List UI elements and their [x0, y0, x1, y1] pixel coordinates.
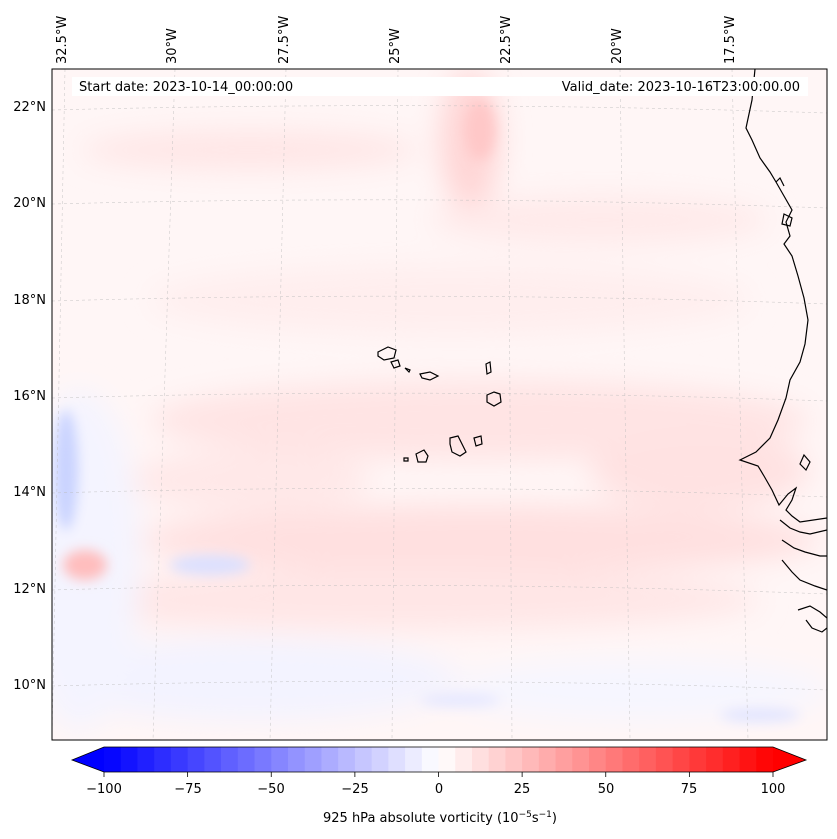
lon-label: 22.5°W [499, 16, 514, 64]
colorbar-swatch [354, 747, 373, 772]
colorbar-swatch [154, 747, 172, 772]
colorbar-tick-labels: −100 −75 −50 −25 0 25 50 75 100 [86, 782, 785, 797]
colorbar-swatch [321, 747, 339, 772]
colorbar-swatch [622, 747, 640, 772]
colorbar-tick-label: −50 [257, 782, 284, 797]
colorbar-swatch [271, 747, 289, 772]
lat-label: 16°N [13, 389, 46, 404]
colorbar-tick-label: 100 [761, 782, 786, 797]
lon-label: 25°W [388, 28, 403, 64]
coastline [738, 69, 827, 633]
lat-label: 18°N [13, 293, 46, 308]
colorbar-swatch [304, 747, 322, 772]
colorbar-swatch [204, 747, 222, 772]
colorbar-swatch [655, 747, 674, 772]
colorbar-swatch [689, 747, 707, 772]
colorbar-swatch [170, 747, 189, 772]
colorbar-tick-label: 75 [681, 782, 698, 797]
islands [377, 346, 502, 463]
map-frame [51, 68, 828, 741]
colorbar-swatch [388, 747, 406, 772]
lon-label: 27.5°W [277, 16, 292, 64]
colorbar-swatch [287, 747, 306, 772]
colorbar-swatch [538, 747, 556, 772]
lon-label: 30°W [165, 28, 180, 64]
lat-label: 10°N [13, 678, 46, 693]
colorbar-swatch [706, 747, 724, 772]
colorbar-tick-label: −25 [341, 782, 368, 797]
colorbar-swatch [605, 747, 623, 772]
colorbar: −100 −75 −50 −25 0 25 50 75 100 925 hPa … [70, 746, 808, 826]
lat-label: 14°N [13, 485, 46, 500]
colorbar-swatch [488, 747, 506, 772]
colorbar-swatch [104, 747, 122, 772]
colorbar-swatches [104, 747, 774, 772]
colorbar-swatch [221, 747, 239, 772]
lon-label: 20°W [610, 28, 625, 64]
colorbar-swatch [672, 747, 690, 772]
colorbar-ticks [103, 772, 774, 777]
colorbar-swatch [471, 747, 490, 772]
colorbar-label: 925 hPa absolute vorticity (10−5s−1) [323, 810, 557, 826]
lon-label: 32.5°W [55, 16, 70, 64]
colorbar-tick-label: 50 [598, 782, 615, 797]
colorbar-swatch [722, 747, 740, 772]
colorbar-swatch [589, 747, 607, 772]
date-box [72, 77, 808, 96]
lat-label: 12°N [13, 582, 46, 597]
colorbar-swatch [639, 747, 657, 772]
colorbar-swatch [237, 747, 255, 772]
colorbar-swatch [739, 747, 757, 772]
lon-label: 17.5°W [723, 16, 738, 64]
colorbar-extend-low [72, 747, 104, 772]
colorbar-swatch [421, 747, 439, 772]
colorbar-swatch [756, 747, 774, 772]
lat-label: 20°N [13, 196, 46, 211]
latitude-labels: 22°N 20°N 18°N 16°N 14°N 12°N 10°N [13, 100, 46, 693]
colorbar-swatch [455, 747, 473, 772]
colorbar-swatch [522, 747, 540, 772]
colorbar-tick-label: −75 [174, 782, 201, 797]
colorbar-swatch [254, 747, 272, 772]
vorticity-field [52, 69, 827, 740]
colorbar-swatch [371, 747, 389, 772]
colorbar-swatch [338, 747, 356, 772]
longitude-labels: 32.5°W 30°W 27.5°W 25°W 22.5°W 20°W 17.5… [55, 16, 738, 64]
colorbar-tick-label: 25 [514, 782, 531, 797]
colorbar-swatch [572, 747, 590, 772]
colorbar-swatch [187, 747, 205, 772]
valid-date-label: Valid_date: 2023-10-16T23:00:00.00 [562, 80, 800, 95]
colorbar-swatch [555, 747, 573, 772]
lat-label: 22°N [13, 100, 46, 115]
colorbar-tick-label: 0 [435, 782, 443, 797]
colorbar-swatch [438, 747, 456, 772]
colorbar-extend-high [773, 747, 806, 772]
colorbar-swatch [120, 747, 138, 772]
colorbar-tick-label: −100 [86, 782, 122, 797]
gridlines [52, 69, 827, 740]
start-date-label: Start date: 2023-10-14_00:00:00 [79, 80, 293, 95]
colorbar-swatch [137, 747, 155, 772]
colorbar-swatch [505, 747, 523, 772]
colorbar-swatch [405, 747, 423, 772]
